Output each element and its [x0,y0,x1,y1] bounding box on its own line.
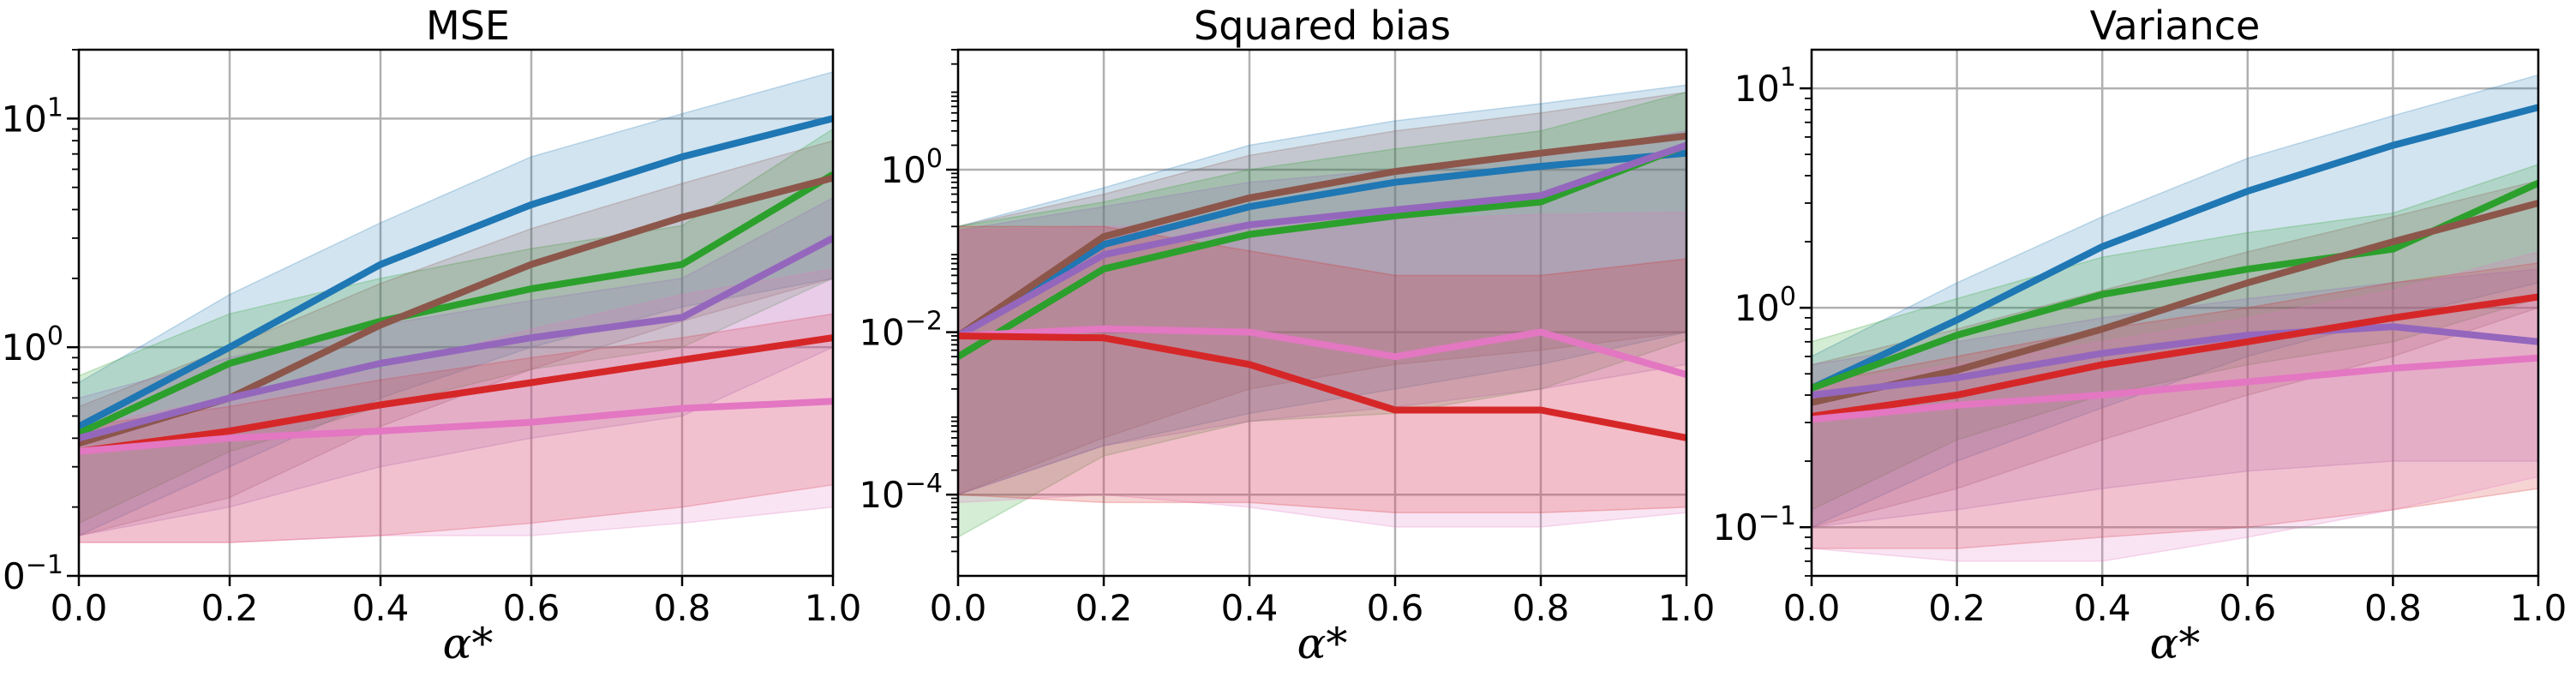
x-tick-label: 0.8 [1513,587,1570,629]
x-tick-label: 0.6 [2219,587,2276,629]
x-tick-label: 0.4 [2074,587,2131,629]
series-line [958,141,1686,339]
confidence-band [958,225,1686,513]
axes-frame [77,48,835,578]
series-line [79,398,833,455]
x-tick-label: 0.2 [1928,587,1986,629]
confidence-band [79,268,833,543]
series-line [1812,354,2538,423]
series-line [79,171,833,437]
y-tick-label: 10−1 [0,550,63,597]
x-axis-label: α* [2150,619,2201,668]
x-tick-label: 0.4 [1221,587,1279,629]
x-tick-label: 0.2 [201,587,259,629]
confidence-band [958,130,1686,495]
series-line [79,235,833,442]
x-tick-label: 0.6 [503,587,560,629]
y-tick-label: 10−2 [859,307,943,354]
y-tick-label: 100 [1734,282,1796,329]
series-line [1812,323,2538,398]
series-lines [958,132,1686,441]
y-tick-label: 100 [880,144,943,191]
y-minor-ticks [1805,97,1812,577]
x-tick-label: 0.0 [51,587,108,629]
confidence-band [1812,268,2538,528]
axes-frame [1810,48,2540,578]
panel-mse: MSE α* 0.0 0.2 0.4 0.6 0.8 1.0 10−1 100 101 [0,3,861,668]
confidence-band [1812,74,2538,529]
series-line [958,132,1686,339]
series-line [79,115,833,430]
x-tick-label: 0.8 [654,587,711,629]
panel-variance: Variance α* 0.0 0.2 0.4 0.6 0.8 1.0 10−1 100 101 [1712,3,2567,668]
x-tick-label: 0.2 [1075,587,1133,629]
series-lines [79,115,833,455]
series-line [958,325,1686,379]
x-tick-label: 0.4 [352,587,410,629]
axes-frame [956,48,1688,578]
panel-title: Variance [2090,3,2261,49]
series-line [958,141,1686,360]
panel-title: MSE [426,3,510,49]
x-tick-label: 0.0 [1783,587,1841,629]
y-tick-label: 101 [1734,63,1796,110]
bands [958,84,1686,538]
y-minor-ticks [72,49,79,508]
x-axis-label: α* [1297,619,1348,668]
y-tick-label: 101 [1,93,63,140]
x-axis-label: α* [443,619,494,668]
x-tick-label: 1.0 [2510,587,2567,629]
bands [1812,74,2538,562]
series-line [1812,293,2538,420]
x-tick-label: 1.0 [1658,587,1716,629]
y-minor-ticks [951,49,958,553]
confidence-band [958,91,1686,496]
series-line [1812,104,2538,392]
series-line [958,149,1686,339]
confidence-band [958,84,1686,495]
y-tick-label: 100 [1,321,63,368]
series-lines [1812,104,2538,423]
x-tick-label: 0.6 [1367,587,1424,629]
series-line [958,333,1686,441]
series-line [79,334,833,455]
x-tick-label: 0.8 [2364,587,2422,629]
panel-title: Squared bias [1194,3,1451,49]
series-line [1812,200,2538,406]
x-tick-label: 1.0 [805,587,862,629]
x-tick-label: 0.0 [930,587,987,629]
y-tick-label: 10−4 [859,469,943,516]
panel-squared-bias: Squared bias α* 0.0 0.2 0.4 0.6 0.8 1.0 10−4 10… [859,3,1715,668]
y-tick-label: 10−1 [1712,501,1796,548]
